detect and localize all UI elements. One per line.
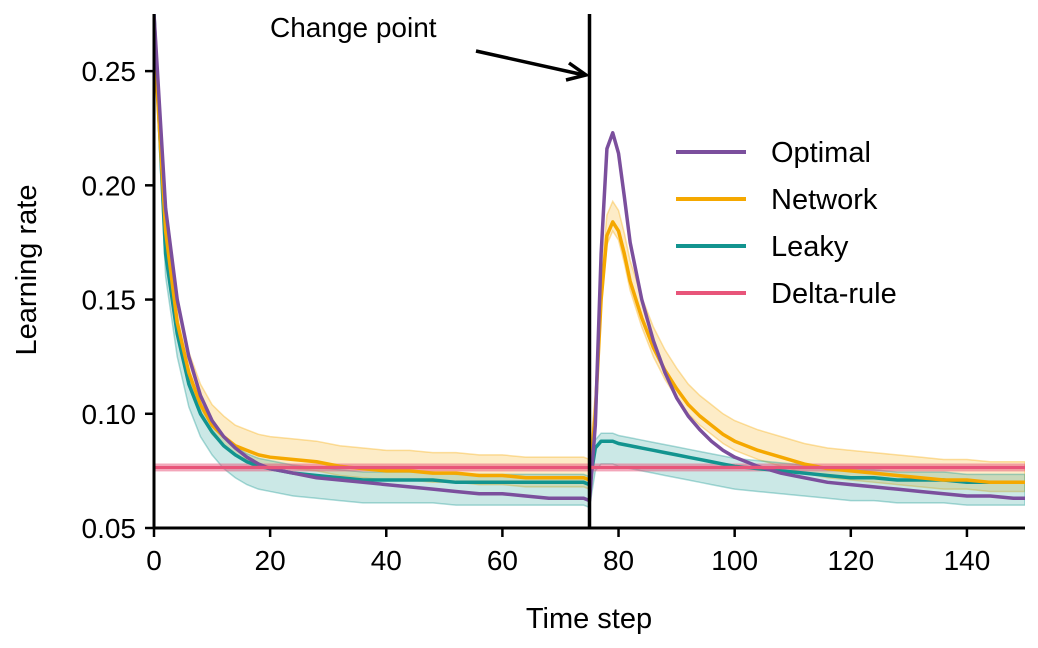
x-tick-label: 0 [146,545,162,576]
x-tick-label: 120 [827,545,874,576]
x-tick-label: 40 [371,545,402,576]
legend-label-delta-rule: Delta-rule [771,278,897,310]
x-tick-label: 80 [603,545,634,576]
legend: Optimal Network Leaky Delta-rule [676,137,897,310]
y-tick-label: 0.15 [82,285,137,316]
x-ticks: 0 20 40 60 80 100 120 140 [146,528,990,576]
y-tick-label: 0.05 [82,513,137,544]
line-leaky [154,14,1025,487]
legend-label-network: Network [771,184,878,216]
y-tick-label: 0.25 [82,56,137,87]
y-tick-label: 0.10 [82,399,137,430]
x-tick-label: 100 [711,545,758,576]
change-point-label: Change point [270,12,437,43]
change-point-arrow-shaft [475,49,585,77]
legend-label-leaky: Leaky [771,231,849,263]
x-tick-label: 20 [255,545,286,576]
y-ticks: 0.05 0.10 0.15 0.20 0.25 [82,56,154,544]
axes [152,14,1025,530]
change-point-annotation: Change point [270,12,591,82]
x-tick-label: 60 [487,545,518,576]
change-point-arrowhead [565,61,591,82]
x-tick-label: 140 [944,545,991,576]
y-tick-label: 0.20 [82,170,137,201]
line-optimal [154,14,1025,503]
x-axis-label: Time step [526,603,652,635]
series-lines [154,14,1025,503]
y-axis-label: Learning rate [11,185,43,356]
legend-label-optimal: Optimal [771,137,871,169]
